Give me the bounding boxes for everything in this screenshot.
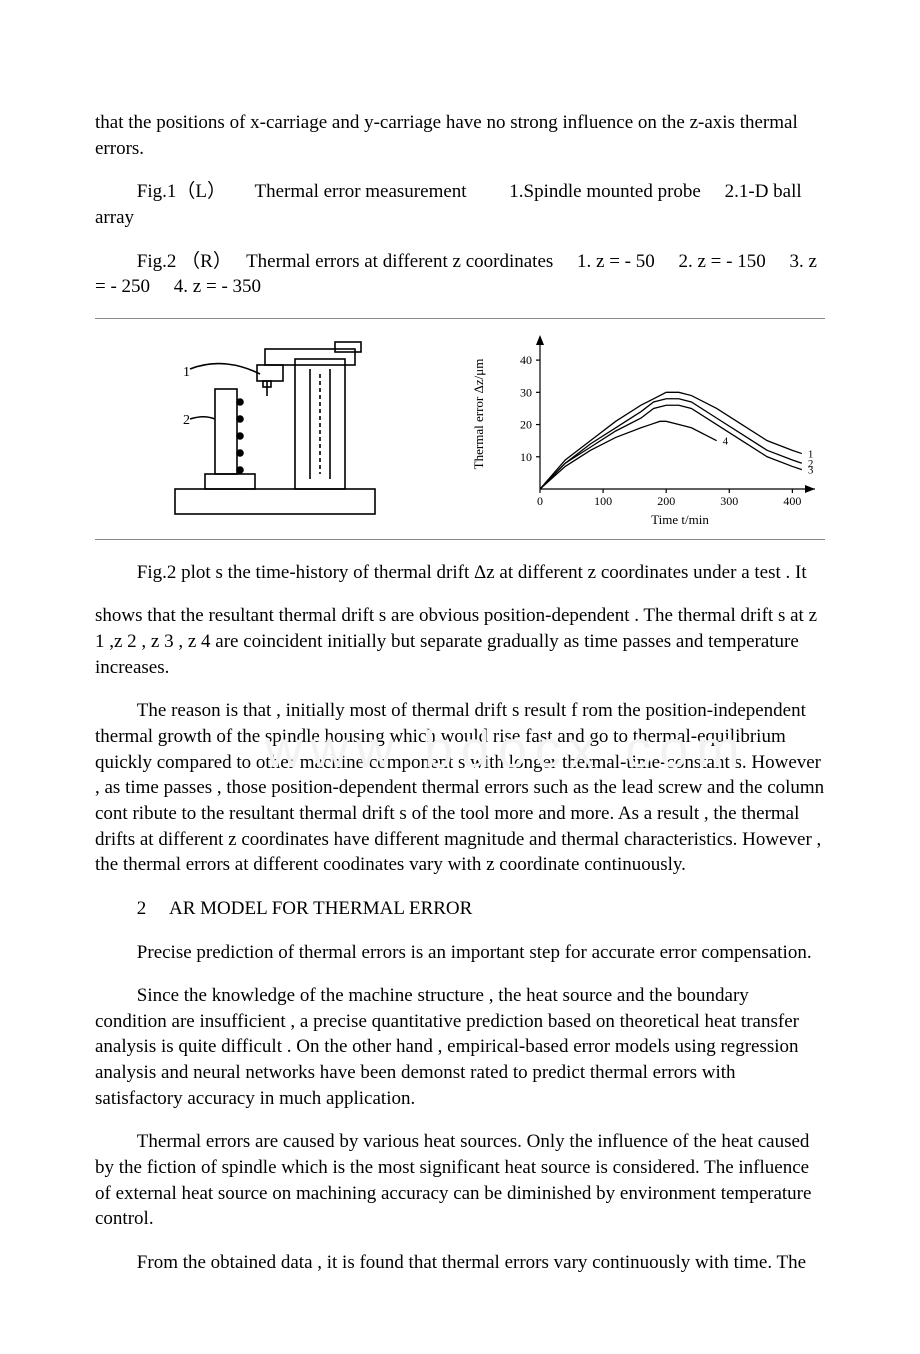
svg-text:10: 10: [520, 450, 532, 464]
para-fig2-2: shows that the resultant thermal drift s…: [95, 603, 825, 680]
svg-text:20: 20: [520, 417, 532, 431]
fig1-schematic: 1 2: [145, 334, 405, 524]
svg-text:0: 0: [537, 494, 543, 508]
svg-text:2: 2: [183, 413, 190, 428]
fig1-caption: Fig.1（L） Thermal error measurement 1.Spi…: [95, 179, 825, 230]
para-knowledge: Since the knowledge of the machine struc…: [95, 983, 825, 1111]
svg-text:30: 30: [520, 385, 532, 399]
figure-row: 1 2 1 2 3 4 0 100 200 300 400 10 20 30 40 Time t/mi…: [95, 318, 825, 540]
section-title: AR MODEL FOR THERMAL ERROR: [169, 898, 472, 919]
svg-text:Time t/min: Time t/min: [651, 512, 709, 527]
svg-text:3: 3: [808, 465, 814, 477]
para-obtained: From the obtained data , it is found tha…: [95, 1250, 825, 1276]
para-fig2-1: Fig.2 plot s the time-history of thermal…: [95, 560, 825, 586]
svg-text:4: 4: [723, 436, 729, 448]
svg-text:1: 1: [183, 365, 190, 380]
svg-text:300: 300: [720, 494, 738, 508]
section-2-heading: 2 AR MODEL FOR THERMAL ERROR: [95, 896, 825, 922]
svg-text:400: 400: [783, 494, 801, 508]
svg-text:100: 100: [594, 494, 612, 508]
para-reason: The reason is that , initially most of t…: [95, 698, 825, 877]
fig2-chart: 1234 010020030040010203040 Time t/min Th…: [465, 329, 825, 529]
section-number: 2: [137, 898, 147, 919]
para-precise: Precise prediction of thermal errors is …: [95, 940, 825, 966]
para-sources: Thermal errors are caused by various hea…: [95, 1129, 825, 1232]
svg-text:Thermal error Δz/μm: Thermal error Δz/μm: [471, 359, 486, 470]
para-intro-cont: that the positions of x-carriage and y-c…: [95, 110, 825, 161]
svg-text:40: 40: [520, 353, 532, 367]
svg-text:200: 200: [657, 494, 675, 508]
fig2-caption: Fig.2 （R） Thermal errors at different z …: [95, 249, 825, 300]
